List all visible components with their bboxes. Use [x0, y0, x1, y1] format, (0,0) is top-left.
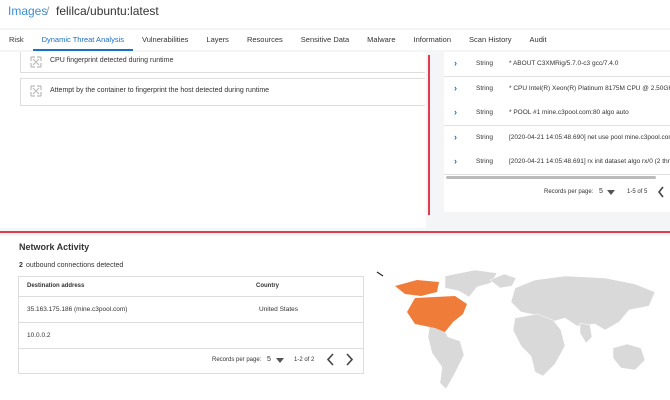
row-divider	[19, 322, 363, 323]
cell: United States	[259, 306, 299, 313]
expand-chevron[interactable]: ›	[454, 156, 457, 166]
finding-icon	[30, 56, 42, 68]
findings-panel	[0, 52, 426, 228]
records-label: Records per page:	[544, 189, 594, 195]
range-text: 1-2 of 2	[294, 357, 315, 363]
records-label: Records per page:	[212, 357, 262, 363]
string-value: * CPU Intel(R) Xeon(R) Platinum 8175M CP…	[509, 84, 670, 92]
string-row[interactable]: › String * CPU Intel(R) Xeon(R) Platinum 8…	[444, 76, 670, 102]
string-value: * ABOUT C3XMRig/5.7.0-c3 gcc/7.4.0	[509, 60, 619, 67]
finding-row	[20, 52, 425, 73]
cell: 35.163.175.186 (mine.c3pool.com)	[27, 306, 128, 313]
row-divider	[19, 296, 363, 297]
per-page-select[interactable]: 5	[267, 356, 271, 363]
expand-chevron[interactable]: ›	[454, 131, 457, 142]
finding-row	[20, 78, 425, 106]
tab[interactable]: Risk	[9, 35, 24, 44]
connection-summary: outbound connections detected	[26, 262, 124, 269]
breadcrumb-separator: /	[46, 4, 50, 18]
tab[interactable]: Sensitive Data	[300, 35, 350, 44]
breadcrumb-image: felilca/ubuntu:latest	[56, 4, 159, 18]
tab[interactable]: Malware	[367, 35, 396, 44]
header-bar	[0, 0, 670, 28]
finding-icon	[30, 85, 42, 97]
highlight-line	[0, 231, 670, 233]
pager[interactable]	[326, 353, 356, 366]
highlighted-country	[407, 296, 467, 332]
tab[interactable]: Scan History	[469, 35, 512, 44]
tab-bar: Risk Dynamic Threat Analysis Vulnerabiliti…	[0, 30, 670, 51]
expand-chevron[interactable]: ›	[454, 82, 457, 93]
highlight-line	[428, 55, 430, 215]
network-table	[18, 276, 364, 374]
tab[interactable]: Layers	[206, 35, 229, 44]
finding-text: CPU fingerprint detected during runtime	[50, 57, 174, 64]
tab[interactable]: Information	[413, 35, 452, 44]
string-value: * POOL #1 mine.c3pool.com:80 algo auto	[509, 109, 629, 116]
highlighted-country	[395, 280, 439, 296]
string-value: [2020-04-21 14:05:48.690] net use pool m…	[509, 133, 670, 141]
finding-text: Attempt by the container to fingerprint …	[50, 87, 270, 94]
string-type: String	[476, 84, 493, 92]
dropdown-arrow	[276, 358, 284, 363]
string-row[interactable]: › String * POOL #1 mine.c3pool.com:80 algo…	[444, 101, 670, 126]
cell: 10.0.0.2	[27, 332, 51, 339]
string-type: String	[476, 133, 493, 141]
row-divider	[19, 348, 363, 349]
string-row[interactable]: › String * ABOUT C3XMRig/5.7.0-c3 gcc/7.4.…	[444, 52, 670, 77]
string-type: String	[476, 158, 493, 165]
breadcrumb-root[interactable]: Images	[8, 4, 48, 18]
connection-count: 2	[19, 262, 23, 269]
tab[interactable]: Audit	[529, 35, 547, 44]
string-type: String	[476, 109, 493, 116]
range-text: 1-5 of 5	[627, 189, 648, 195]
tab[interactable]: Dynamic Threat Analysis	[32, 30, 133, 51]
expand-chevron[interactable]: ›	[454, 107, 457, 117]
string-row[interactable]: › String [2020-04-21 14:05:48.691] rx init…	[444, 150, 670, 175]
cursor	[376, 271, 384, 277]
per-page-select[interactable]: 5	[599, 188, 603, 195]
network-title: Network Activity	[19, 242, 90, 252]
scrollbar[interactable]	[446, 176, 656, 179]
string-value: [2020-04-21 14:05:48.691] rx init datase…	[509, 158, 670, 165]
tab[interactable]: Resources	[246, 35, 283, 44]
string-row[interactable]: › String [2020-04-21 14:05:48.690] net use…	[444, 125, 670, 151]
string-type: String	[476, 60, 493, 67]
world-map	[376, 269, 656, 388]
column-header: Country	[256, 283, 279, 289]
tab[interactable]: Vulnerabilities	[142, 35, 189, 44]
dropdown-arrow	[607, 190, 615, 195]
prev-page[interactable]	[657, 186, 665, 198]
column-header: Destination address	[27, 283, 85, 289]
expand-chevron[interactable]: ›	[454, 58, 457, 68]
